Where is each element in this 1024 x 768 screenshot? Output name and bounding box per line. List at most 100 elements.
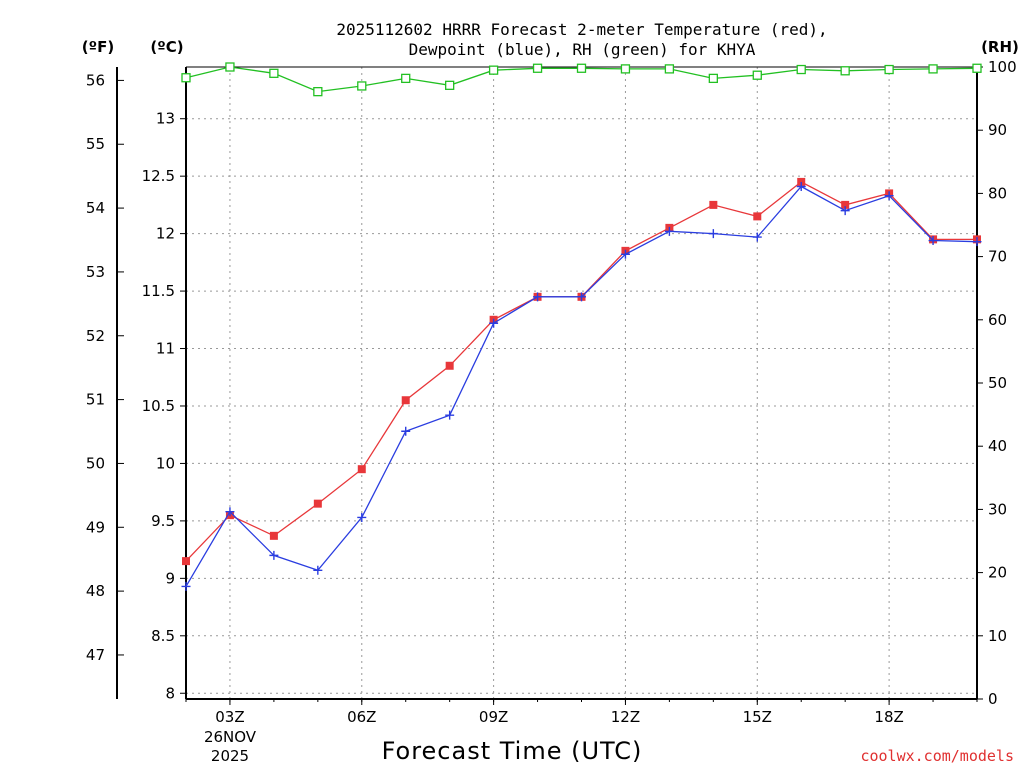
fahrenheit-tick-label: 54	[86, 199, 105, 217]
temperature-marker	[797, 177, 806, 186]
fahrenheit-tick-label: 47	[86, 646, 105, 664]
celsius-tick-label: 10.5	[142, 397, 175, 415]
celsius-tick-label: 8	[165, 684, 175, 702]
temperature-marker	[357, 465, 366, 474]
x-tick-label: 06Z	[347, 708, 376, 726]
rh-marker	[313, 86, 323, 97]
dewpoint-marker	[752, 232, 762, 242]
dewpoint-marker	[928, 236, 938, 246]
temperature-marker	[841, 200, 850, 209]
dewpoint-marker	[972, 237, 982, 247]
rh-tick-label: 80	[988, 184, 1007, 202]
rh-marker	[884, 64, 894, 75]
celsius-tick-label: 12.5	[142, 167, 175, 185]
rh-tick-label: 60	[988, 311, 1007, 329]
dewpoint-marker	[269, 550, 279, 560]
fahrenheit-tick-label: 52	[86, 327, 105, 345]
celsius-tick-label: 9	[165, 569, 175, 587]
rh-marker	[445, 80, 455, 90]
celsius-tick-label: 12	[156, 225, 175, 243]
dewpoint-marker	[796, 182, 806, 192]
rh-marker	[796, 64, 806, 75]
rh-marker	[225, 62, 235, 72]
rh-marker	[181, 73, 191, 83]
x-tick-label: 12Z	[611, 708, 640, 726]
fahrenheit-unit-label: (ºF)	[82, 38, 114, 56]
rh-marker	[488, 65, 499, 75]
dewpoint-marker	[840, 206, 850, 216]
rh-marker	[620, 64, 631, 74]
axes: 03Z 06Z 09Z 12Z 15Z 18Z 8 8.5 9 9.5 10 10.5 11 11.5 12…	[86, 58, 1017, 726]
temperature-line	[185, 181, 977, 562]
x-tick-label: 15Z	[743, 708, 772, 726]
rh-tick-label: 50	[988, 374, 1007, 392]
credit-label: coolwx.com/models	[860, 747, 1014, 765]
grid-lines	[186, 67, 977, 699]
fahrenheit-tick-label: 49	[86, 518, 105, 536]
temperature-marker	[269, 531, 278, 540]
rh-marker	[928, 64, 938, 74]
rh-marker	[576, 63, 587, 73]
celsius-tick-label: 11	[156, 340, 175, 358]
data-series	[181, 62, 982, 591]
rh-marker	[708, 73, 718, 84]
rh-tick-label: 90	[988, 121, 1007, 139]
dewpoint-marker	[884, 191, 894, 201]
dewpoint-marker	[313, 565, 323, 575]
fahrenheit-tick-label: 56	[86, 71, 105, 89]
dewpoint-marker	[181, 581, 191, 591]
rh-tick-label: 100	[988, 58, 1017, 76]
temperature-marker	[445, 361, 454, 370]
celsius-tick-label: 8.5	[151, 627, 175, 645]
x-tick-label: 18Z	[874, 708, 903, 726]
rh-marker	[532, 63, 543, 73]
fahrenheit-tick-label: 50	[86, 454, 105, 472]
rh-tick-label: 20	[988, 564, 1007, 582]
dewpoint-marker	[357, 512, 367, 522]
celsius-tick-label: 11.5	[142, 282, 175, 300]
dewpoint-marker	[401, 426, 411, 436]
rh-tick-label: 10	[988, 627, 1007, 645]
dewpoint-marker	[708, 229, 718, 239]
fahrenheit-tick-label: 51	[86, 391, 105, 409]
dewpoint-line	[185, 185, 978, 587]
rh-marker	[664, 64, 675, 74]
temperature-marker	[753, 212, 762, 221]
rh-marker	[269, 68, 279, 78]
celsius-tick-label: 9.5	[151, 512, 175, 530]
rh-tick-label: 40	[988, 437, 1007, 455]
x-tick-label: 03Z	[215, 708, 244, 726]
temperature-marker	[313, 499, 322, 508]
x-axis-label: Forecast Time (UTC)	[382, 737, 643, 765]
temperature-marker	[182, 557, 190, 566]
fahrenheit-tick-label: 53	[86, 263, 105, 281]
rh-marker	[840, 66, 850, 76]
fahrenheit-tick-label: 48	[86, 582, 105, 600]
date-day-label: 26NOV	[204, 728, 257, 746]
rh-unit-label: (RH)	[981, 38, 1019, 56]
dewpoint-marker	[445, 410, 455, 420]
dewpoint-marker	[620, 249, 630, 259]
rh-tick-label: 30	[988, 500, 1007, 518]
dewpoint-marker	[533, 292, 543, 302]
rh-marker	[752, 70, 762, 80]
celsius-tick-label: 13	[156, 110, 175, 128]
rh-marker	[972, 63, 982, 73]
fahrenheit-tick-label: 55	[86, 135, 105, 153]
rh-marker	[357, 81, 367, 91]
temperature-marker	[709, 200, 718, 209]
rh-tick-label: 70	[988, 248, 1007, 266]
chart-title-line1: 2025112602 HRRR Forecast 2-meter Tempera…	[336, 20, 827, 39]
date-year-label: 2025	[211, 747, 249, 765]
temperature-marker	[401, 396, 410, 405]
rh-tick-label: 0	[988, 690, 998, 708]
dewpoint-marker	[489, 318, 499, 328]
x-tick-label: 09Z	[479, 708, 508, 726]
dewpoint-marker	[664, 226, 674, 236]
rh-marker	[401, 73, 411, 84]
celsius-tick-label: 10	[156, 454, 175, 472]
dewpoint-marker	[577, 292, 586, 302]
celsius-unit-label: (ºC)	[150, 38, 183, 56]
chart-title-line2: Dewpoint (blue), RH (green) for KHYA	[409, 40, 756, 59]
